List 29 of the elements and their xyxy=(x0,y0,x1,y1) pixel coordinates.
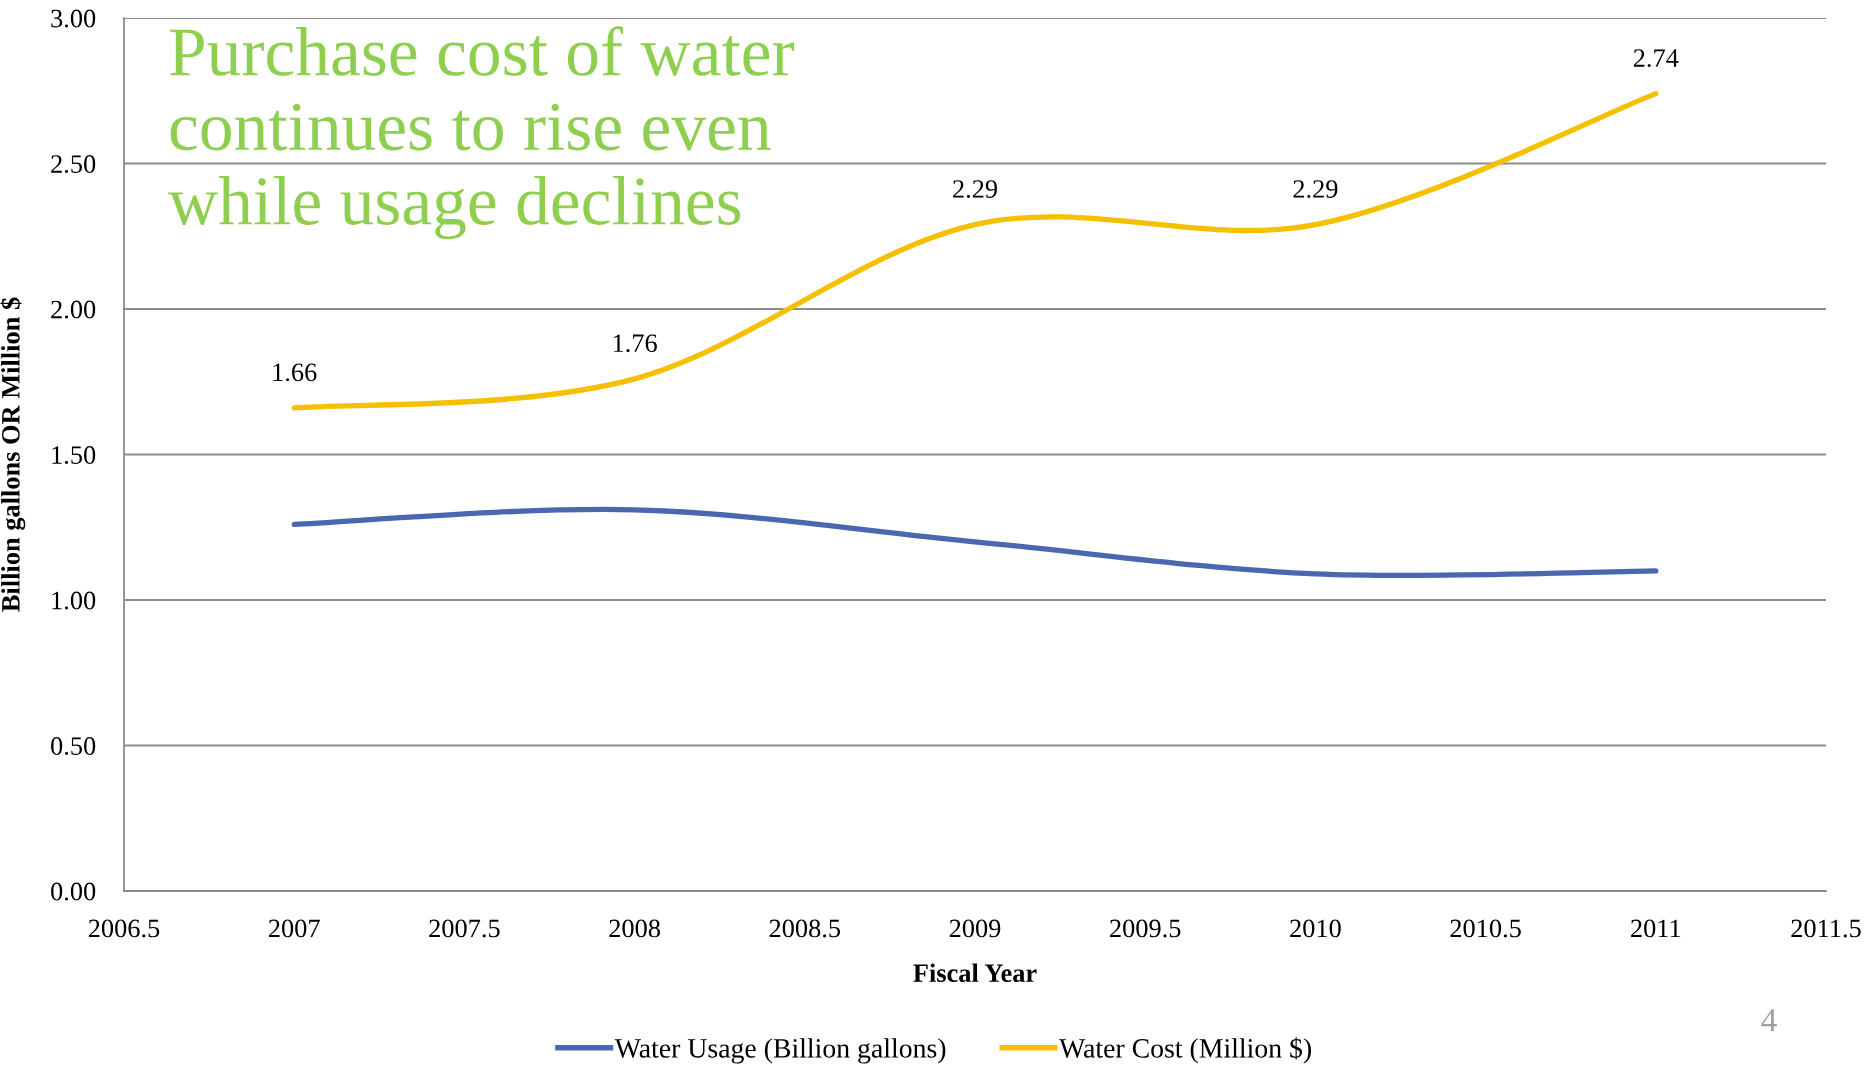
x-tick-label: 2010.5 xyxy=(1450,919,1521,938)
data-label: 2.74 xyxy=(1633,49,1679,68)
x-tick-label: 2011 xyxy=(1631,919,1681,938)
x-axis-title: Fiscal Year xyxy=(913,963,1037,983)
y-axis-title: Billion gallons OR Million $ xyxy=(0,297,26,612)
x-tick-label: 2008 xyxy=(609,919,660,938)
x-tick-label: 2008.5 xyxy=(769,919,841,938)
x-tick-label: 2007 xyxy=(268,919,320,938)
data-label: 1.76 xyxy=(613,334,657,353)
x-tick-label: 2006.5 xyxy=(88,919,160,938)
y-tick-label: 0.00 xyxy=(51,882,96,901)
y-tick-label: 0.50 xyxy=(51,737,96,756)
x-tick-label: 2009.5 xyxy=(1110,919,1181,938)
text: Purchase cost of water continues to rise even while usage declines xyxy=(168,26,795,240)
legend-label: Water Cost (Million $) xyxy=(1059,1037,1311,1064)
y-tick-label: 2.50 xyxy=(51,155,96,174)
y-tick-label: 2.00 xyxy=(51,300,96,319)
y-tick-label: 3.00 xyxy=(51,9,96,28)
data-label: 2.29 xyxy=(953,180,998,198)
text: 4 xyxy=(1761,1009,1777,1032)
x-tick-label: 2011.5 xyxy=(1791,919,1861,938)
legend-label: Water Usage (Billion gallons) xyxy=(614,1038,946,1064)
x-tick-label: 2007.5 xyxy=(429,919,500,938)
y-tick-label: 1.00 xyxy=(52,591,96,610)
y-tick-label: 1.50 xyxy=(52,446,96,465)
x-tick-label: 2010 xyxy=(1290,919,1341,938)
data-label: 1.66 xyxy=(273,363,317,382)
x-tick-label: 2009 xyxy=(949,919,1001,938)
data-label: 2.29 xyxy=(1293,180,1338,198)
